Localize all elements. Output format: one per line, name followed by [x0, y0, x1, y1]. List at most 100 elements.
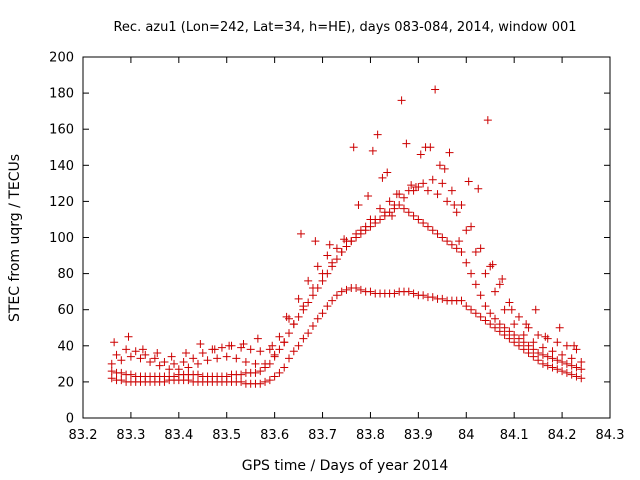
data-point [332, 244, 341, 253]
data-point [285, 329, 294, 338]
data-point [138, 345, 147, 354]
data-point [567, 354, 576, 363]
data-point [193, 359, 202, 368]
data-point [385, 197, 394, 206]
data-point [543, 361, 552, 370]
data-point [510, 330, 519, 339]
data-point [366, 287, 375, 296]
data-point [483, 116, 492, 125]
data-point [514, 334, 523, 343]
data-point [373, 130, 382, 139]
data-point [553, 338, 562, 347]
data-point [337, 247, 346, 256]
data-point [433, 190, 442, 199]
data-point [397, 96, 406, 105]
data-point [411, 182, 420, 191]
data-point [217, 343, 226, 352]
y-tick-label: 0 [66, 412, 74, 427]
data-point [419, 219, 428, 228]
data-points [107, 85, 586, 388]
data-point [318, 309, 327, 318]
data-point [445, 148, 454, 157]
x-tick-label: 83.4 [164, 428, 193, 443]
data-point [495, 280, 504, 289]
data-point [141, 350, 150, 359]
data-point [383, 168, 392, 177]
data-point [555, 323, 564, 332]
x-tick-label: 83.9 [404, 428, 433, 443]
data-point [409, 289, 418, 298]
y-tick-label: 160 [49, 123, 74, 138]
data-point [495, 327, 504, 336]
data-point [488, 260, 497, 269]
data-point [356, 226, 365, 235]
data-point [402, 139, 411, 148]
data-point [567, 361, 576, 370]
data-point [486, 309, 495, 318]
data-point [112, 350, 121, 359]
data-point [505, 334, 514, 343]
data-point [356, 285, 365, 294]
data-point [136, 354, 145, 363]
data-point [376, 204, 385, 213]
data-point [491, 287, 500, 296]
axis-ticks: 83.2 83.3 83.4 83.5 83.6 83.7 83.8 83.9 84 84.1 84… [49, 51, 624, 444]
data-point [299, 334, 308, 343]
data-point [498, 275, 507, 284]
data-point [210, 345, 219, 354]
data-point [467, 305, 476, 314]
data-point [352, 284, 361, 293]
data-point [567, 370, 576, 379]
data-point [368, 146, 377, 155]
data-point [304, 276, 313, 285]
data-point [481, 316, 490, 325]
data-point [117, 356, 126, 365]
data-point [474, 184, 483, 193]
data-point [452, 208, 461, 217]
data-point [577, 358, 586, 367]
data-point [529, 352, 538, 361]
data-point [296, 229, 305, 238]
data-point [174, 365, 183, 374]
data-point [337, 287, 346, 296]
data-point [519, 330, 528, 339]
data-point [318, 276, 327, 285]
data-point [531, 305, 540, 314]
data-point [486, 320, 495, 329]
data-point [462, 226, 471, 235]
data-point [529, 338, 538, 347]
data-point [505, 298, 514, 307]
data-point [491, 323, 500, 332]
data-point [225, 341, 234, 350]
data-point [294, 341, 303, 350]
data-point [500, 323, 509, 332]
data-point [476, 312, 485, 321]
y-tick-label: 40 [57, 339, 74, 354]
data-point [522, 320, 531, 329]
data-point [570, 341, 579, 350]
x-tick-label: 83.5 [212, 428, 241, 443]
data-point [467, 269, 476, 278]
data-point [165, 365, 174, 374]
data-point [435, 161, 444, 170]
data-point [399, 193, 408, 202]
y-tick-label: 100 [49, 231, 74, 246]
data-point [457, 247, 466, 256]
data-point [270, 350, 279, 359]
data-point [328, 258, 337, 267]
data-point [280, 338, 289, 347]
data-point [304, 298, 313, 307]
data-point [361, 222, 370, 231]
data-point [481, 302, 490, 311]
data-point [577, 374, 586, 383]
data-point [313, 262, 322, 271]
data-point [117, 368, 126, 377]
data-point [294, 294, 303, 303]
data-point [332, 291, 341, 300]
data-point [419, 291, 428, 300]
data-point [282, 312, 291, 321]
data-point [323, 251, 332, 260]
data-point [572, 372, 581, 381]
data-point [507, 305, 516, 314]
